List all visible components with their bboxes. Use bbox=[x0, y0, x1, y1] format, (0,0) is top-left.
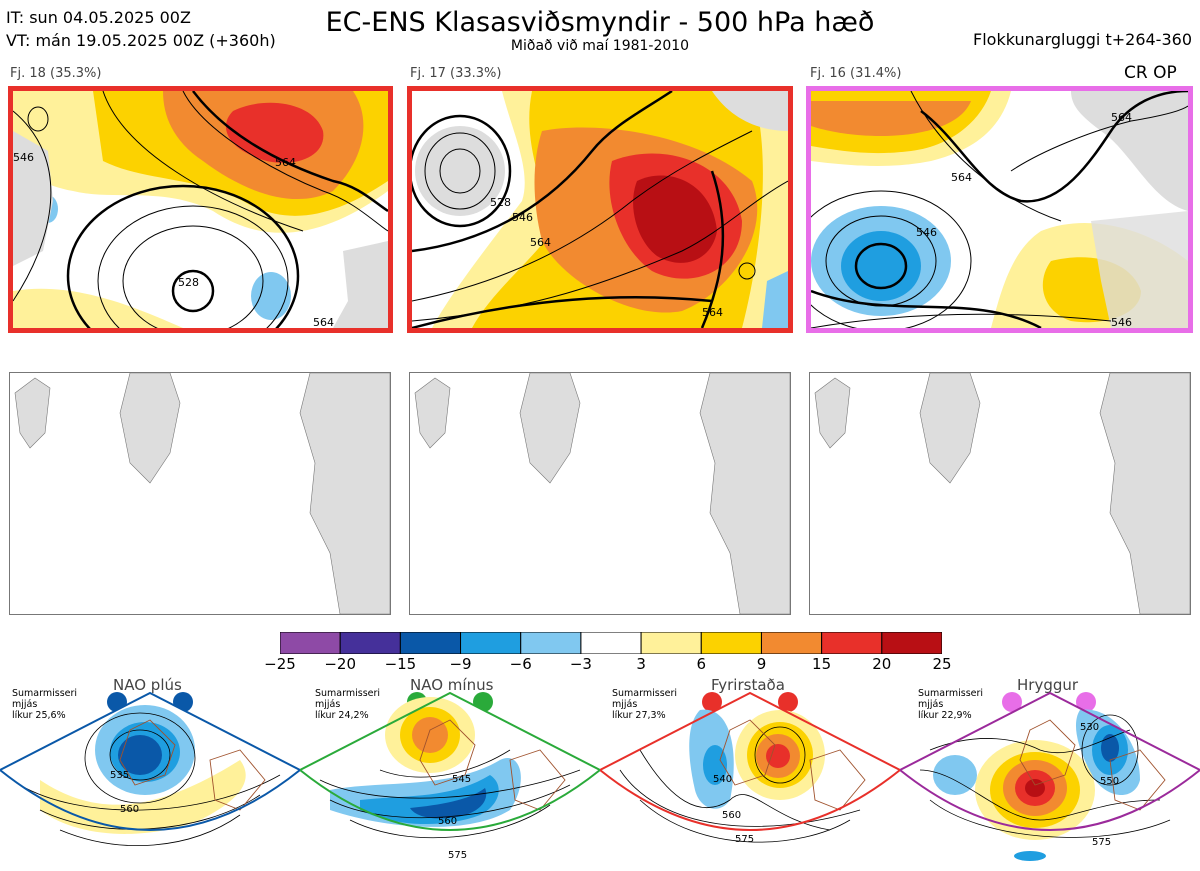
regime-2-name: NAO mínus bbox=[410, 676, 494, 694]
colorbar-bin bbox=[520, 631, 582, 655]
regime-marker bbox=[1076, 692, 1096, 712]
svg-text:564: 564 bbox=[951, 171, 972, 184]
contour-label: 575 bbox=[448, 850, 467, 861]
blank-map-2 bbox=[409, 372, 791, 615]
colorbar-tick-label: −20 bbox=[324, 655, 357, 673]
panel-1-label: Fj. 18 (35.3%) bbox=[10, 66, 102, 81]
blank-map-1 bbox=[9, 372, 391, 615]
regime-4-stats: Sumarmisseri mjjás líkur 22,9% bbox=[918, 688, 984, 721]
svg-text:546: 546 bbox=[512, 211, 533, 224]
colorbar-bin bbox=[460, 631, 522, 655]
header-info: IT: sun 04.05.2025 00Z VT: mán 19.05.202… bbox=[6, 6, 276, 52]
regime-map-blocking[interactable]: 540 560 575 bbox=[600, 690, 900, 870]
contour-label: 535 bbox=[110, 770, 129, 781]
panel-3-label: Fj. 16 (31.4%) bbox=[810, 66, 902, 81]
regime-map-nao-plus[interactable]: 535 560 bbox=[0, 690, 300, 870]
cluster-map-3[interactable]: 546 564 564 546 bbox=[806, 86, 1193, 333]
contour-label: 575 bbox=[1092, 837, 1111, 848]
page-title: EC-ENS Klasasviðsmyndir - 500 hPa hæð bbox=[325, 7, 875, 38]
colorbar-bin bbox=[399, 631, 462, 655]
colorbar-tick-label: −25 bbox=[264, 655, 296, 673]
colorbar-bin bbox=[700, 631, 762, 655]
regime-marker bbox=[778, 692, 798, 712]
svg-text:564: 564 bbox=[313, 316, 334, 328]
panel-2-label: Fj. 17 (33.3%) bbox=[410, 66, 502, 81]
colorbar-bin bbox=[339, 631, 401, 655]
regime-3-name: Fyrirstaða bbox=[711, 676, 785, 694]
contour-label: 560 bbox=[120, 804, 139, 815]
colorbar-tick-label: −3 bbox=[569, 655, 592, 673]
regime-map-ridge[interactable]: 530 550 575 bbox=[900, 690, 1200, 870]
svg-text:528: 528 bbox=[178, 276, 199, 289]
contour-label: 560 bbox=[722, 810, 741, 821]
colorbar-tick-label: 3 bbox=[636, 655, 646, 673]
init-time: IT: sun 04.05.2025 00Z bbox=[6, 8, 191, 27]
blank-map-3 bbox=[809, 372, 1191, 615]
svg-text:546: 546 bbox=[916, 226, 937, 239]
regime-1-stats: Sumarmisseri mjjás líkur 25,6% bbox=[12, 688, 78, 721]
colorbar-tick-label: 15 bbox=[812, 655, 832, 673]
colorbar-bin bbox=[580, 631, 642, 655]
contour-label: 560 bbox=[438, 816, 457, 827]
cluster-map-1[interactable]: 528 564 564 546 bbox=[8, 86, 393, 333]
svg-text:546: 546 bbox=[1111, 316, 1132, 328]
cr-op-label: CR OP bbox=[1124, 63, 1177, 83]
regime-marker bbox=[702, 692, 722, 712]
svg-text:564: 564 bbox=[702, 306, 723, 319]
regime-2-stats: Sumarmisseri mjjás líkur 24,2% bbox=[315, 688, 381, 721]
svg-text:546: 546 bbox=[13, 151, 34, 164]
colorbar-bin bbox=[821, 631, 883, 655]
contour-label: 575 bbox=[735, 834, 754, 845]
colorbar-bin bbox=[279, 631, 341, 655]
colorbar-tick-label: −6 bbox=[509, 655, 532, 673]
colorbar-bin bbox=[760, 631, 823, 655]
colorbar-bin bbox=[881, 631, 943, 655]
colorbar-bin bbox=[640, 631, 702, 655]
colorbar-tick-label: 6 bbox=[696, 655, 707, 673]
regime-map-nao-minus[interactable]: 545 560 575 bbox=[300, 690, 600, 870]
regime-4-name: Hryggur bbox=[1017, 676, 1079, 694]
contour-label: 540 bbox=[713, 774, 732, 785]
svg-text:564: 564 bbox=[275, 156, 296, 169]
colorbar-tick-label: −9 bbox=[449, 655, 472, 673]
svg-text:528: 528 bbox=[490, 196, 511, 209]
page-subtitle: Miðað við maí 1981-2010 bbox=[510, 38, 690, 54]
contour-label: 550 bbox=[1100, 776, 1119, 787]
contour-label: 530 bbox=[1080, 722, 1099, 733]
colorbar-tick-label: 20 bbox=[872, 655, 892, 673]
regime-1-name: NAO plús bbox=[113, 676, 182, 694]
colorbar-tick-label: 9 bbox=[756, 655, 767, 673]
regime-3-stats: Sumarmisseri mjjás líkur 27,3% bbox=[612, 688, 678, 721]
regime-marker bbox=[1002, 692, 1022, 712]
colorbar-tick-label: 25 bbox=[932, 655, 952, 673]
valid-time: VT: mán 19.05.2025 00Z (+360h) bbox=[6, 31, 276, 50]
svg-text:564: 564 bbox=[1111, 111, 1132, 124]
classification-window: Flokkunargluggi t+264-360 bbox=[973, 30, 1192, 49]
colorbar bbox=[279, 631, 943, 655]
contour-label: 545 bbox=[452, 774, 471, 785]
colorbar-tick-label: −15 bbox=[384, 655, 417, 673]
svg-text:564: 564 bbox=[530, 236, 551, 249]
cluster-map-2[interactable]: 528 546 564 564 bbox=[407, 86, 793, 333]
